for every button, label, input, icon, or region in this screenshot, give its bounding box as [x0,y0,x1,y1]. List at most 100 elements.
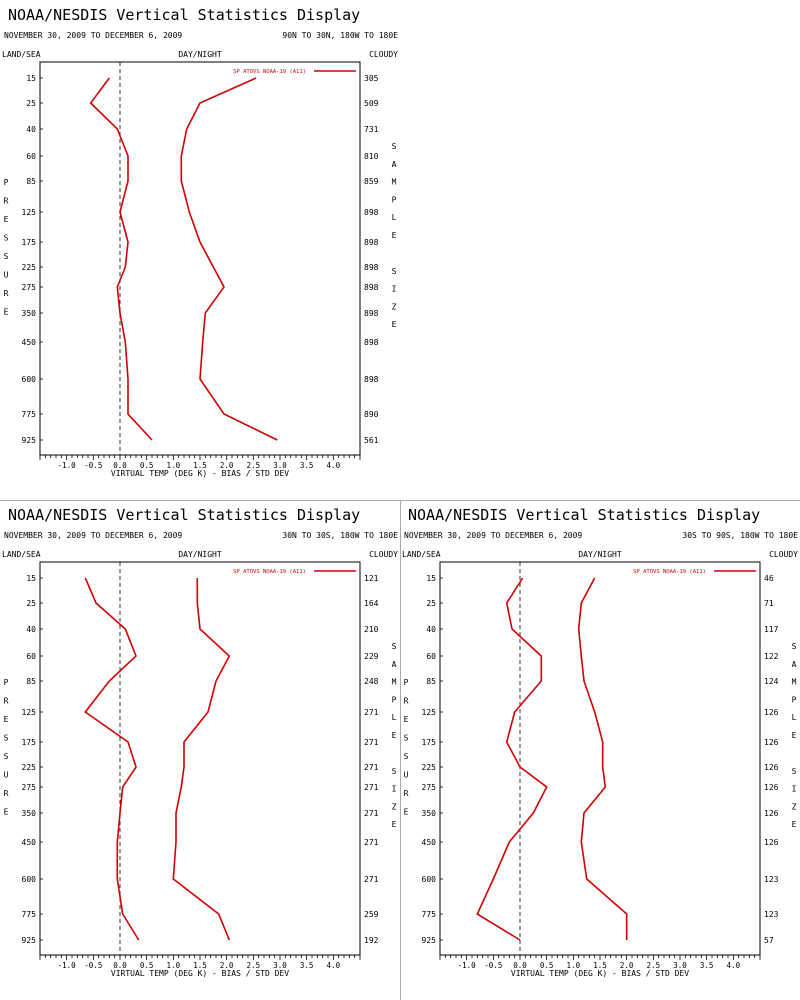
std_dev-line [180,77,278,441]
date-range: NOVEMBER 30, 2009 TO DECEMBER 6, 2009 [4,31,182,40]
pressure-level-label: 25 [26,599,36,608]
x-axis-label: VIRTUAL TEMP (DEG K) - BIAS / STD DEV [511,969,689,978]
sample-size-label: 898 [364,283,379,292]
x-tick-label: 1.5 [193,961,207,970]
sample-size-label: 57 [764,936,774,945]
page-title: NOAA/NESDIS Vertical Statistics Display [408,506,760,524]
pressure-level-label: 125 [22,708,37,717]
pressure-side-letter: R [4,289,9,298]
x-tick-label: 3.0 [273,961,287,970]
land-sea-label: LAND/SEA [2,50,41,59]
sample-size-label: 192 [364,936,379,945]
pressure-level-label: 225 [22,263,37,272]
panel-divider-vertical [400,500,401,1000]
sample-side-letter: A [392,160,397,169]
pressure-level-label: 25 [426,599,436,608]
sample-side-letter: E [392,231,397,240]
pressure-level-label: 225 [422,763,437,772]
pressure-level-label: 60 [426,652,436,661]
sample-side-letter: M [392,678,397,687]
pressure-side-letter: P [4,678,9,687]
x-tick-label: 0.0 [113,461,127,470]
x-tick-label: 1.5 [193,461,207,470]
pressure-side-letter: S [404,734,409,743]
x-tick-label: 2.0 [220,961,234,970]
x-tick-label: 3.0 [673,961,687,970]
x-tick-label: 0.0 [513,961,527,970]
pressure-level-label: 40 [26,125,36,134]
pressure-side-letter: R [4,697,9,706]
cloudy-label: CLOUDY [769,550,798,559]
chart-svg: NOAA/NESDIS Vertical Statistics Display N… [2,6,398,478]
pressure-level-label: 450 [22,338,37,347]
pressure-level-label: 275 [22,283,37,292]
sample-size-label: 271 [364,875,379,884]
page-title: NOAA/NESDIS Vertical Statistics Display [8,506,360,524]
panel-sh: NOAA/NESDIS Vertical Statistics Display N… [400,500,800,1000]
pressure-level-label: 450 [422,838,437,847]
pressure-level-label: 350 [422,809,437,818]
date-range: NOVEMBER 30, 2009 TO DECEMBER 6, 2009 [4,531,182,540]
pressure-side-letter: S [4,734,9,743]
land-sea-label: LAND/SEA [2,550,41,559]
sample-size-label: 271 [364,809,379,818]
pressure-level-label: 775 [422,910,437,919]
sample-side-letter: M [392,178,397,187]
date-range: NOVEMBER 30, 2009 TO DECEMBER 6, 2009 [404,531,582,540]
pressure-level-label: 600 [22,875,37,884]
pressure-level-label: 275 [22,783,37,792]
pressure-level-label: 40 [26,625,36,634]
pressure-side-letter: U [404,771,409,780]
sample-size-label: 71 [764,599,774,608]
x-tick-label: 2.0 [620,961,634,970]
land-sea-label: LAND/SEA [402,550,441,559]
x-tick-label: 3.5 [700,961,714,970]
pressure-level-label: 85 [26,177,36,186]
pressure-side-letter: U [4,271,9,280]
sample-side-letter: P [392,695,397,704]
sample-side-letter: M [792,678,797,687]
pressure-side-letter: E [4,308,9,317]
pressure-level-label: 15 [26,74,36,83]
sample-size-label: 271 [364,708,379,717]
pressure-side-letter: S [4,252,9,261]
sample-size-label: 126 [764,809,779,818]
bias-line [476,577,548,941]
pressure-level-label: 15 [26,574,36,583]
cloudy-label: CLOUDY [369,50,398,59]
pressure-side-letter: E [4,215,9,224]
pressure-side-letter: R [4,789,9,798]
x-tick-label: -0.5 [84,961,102,970]
sample-size-label: 123 [764,910,779,919]
region-label: 30S TO 90S, 180W TO 180E [682,531,798,540]
sample-side-letter: E [392,320,397,329]
sample-size-label: 898 [364,238,379,247]
sample-size-label: 126 [764,708,779,717]
sample-side-letter: E [792,731,797,740]
pressure-side-letter: U [4,771,9,780]
sample-size-label: 898 [364,375,379,384]
panel-nh: NOAA/NESDIS Vertical Statistics Display N… [0,0,400,500]
x-tick-label: -1.0 [58,461,77,470]
pressure-side-letter: E [4,808,9,817]
x-tick-label: -0.5 [484,961,502,970]
sample-size-label: 509 [364,99,379,108]
x-tick-label: 1.0 [167,461,181,470]
day-night-label: DAY/NIGHT [578,550,622,559]
x-tick-label: 0.5 [140,961,154,970]
sample-size-label: 898 [364,208,379,217]
sample-size-label: 810 [364,152,379,161]
region-label: 30N TO 30S, 180W TO 180E [282,531,398,540]
sample-size-label: 305 [364,74,379,83]
pressure-level-label: 775 [22,910,37,919]
sample-side-letter: Z [392,802,397,811]
pressure-level-label: 25 [26,99,36,108]
plot-frame [39,61,361,456]
sample-side-letter: A [792,660,797,669]
pressure-side-letter: E [404,808,409,817]
sample-side-letter: S [792,767,797,776]
x-axis-label: VIRTUAL TEMP (DEG K) - BIAS / STD DEV [111,969,289,978]
pressure-level-label: 85 [426,677,436,686]
sample-side-letter: E [392,820,397,829]
sample-side-letter: A [392,660,397,669]
